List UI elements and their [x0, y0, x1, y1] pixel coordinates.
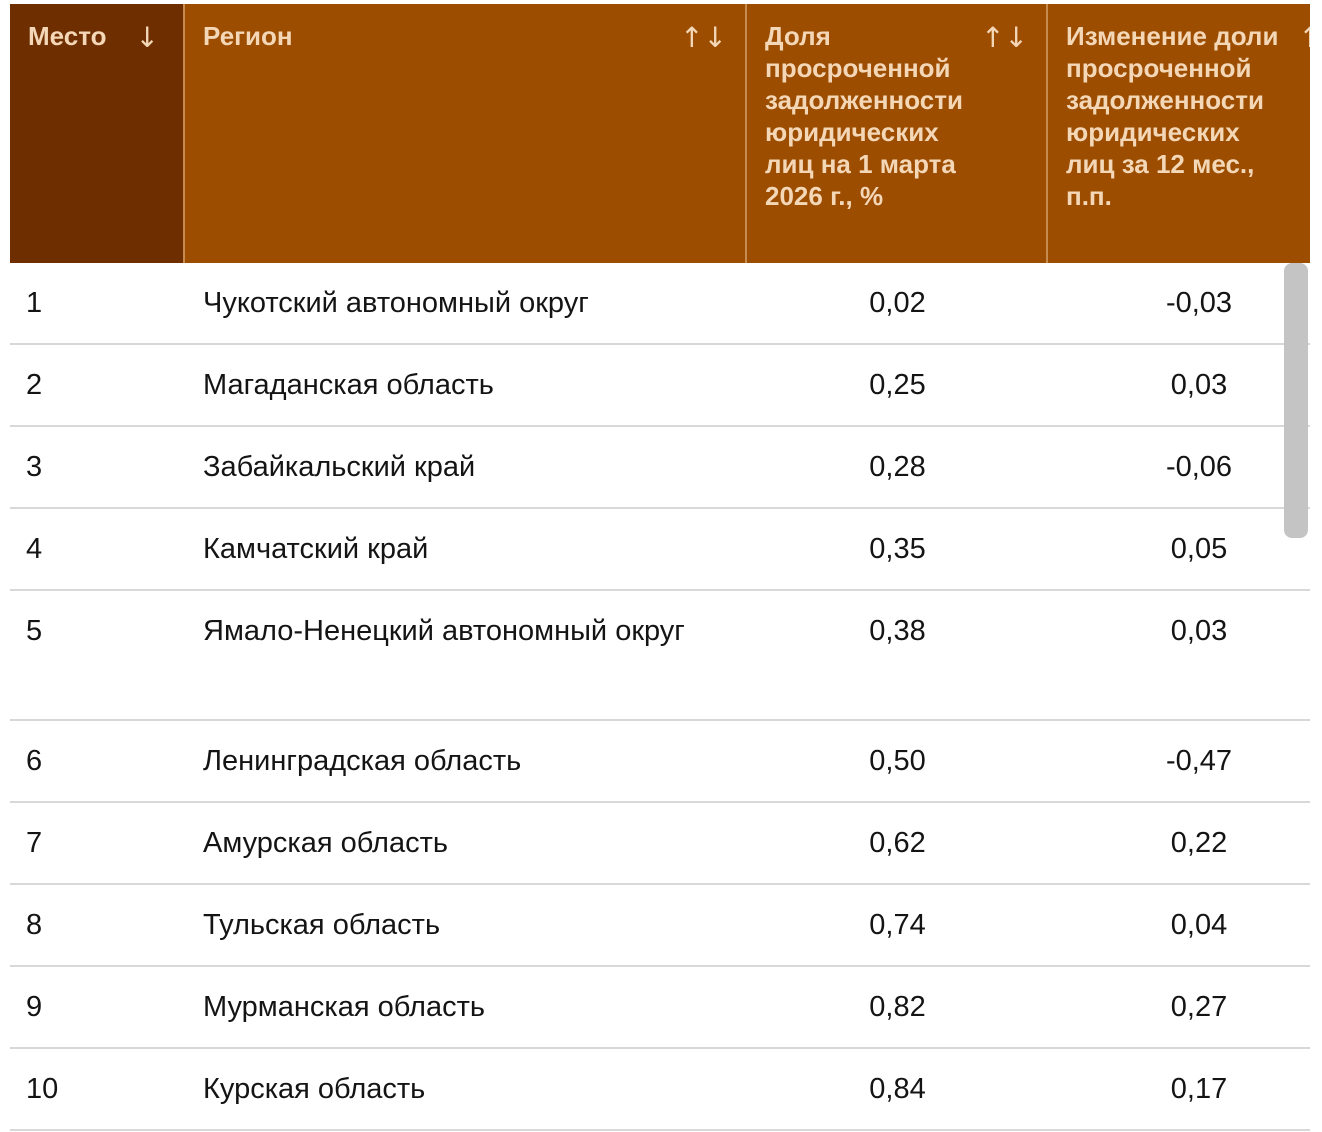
cell-region: Ленинградская область: [203, 745, 522, 777]
cell-region: Магаданская область: [203, 369, 494, 401]
cell-region: Амурская область: [203, 827, 448, 859]
column-header-change-label: Изменение доли просроченной задолженност…: [1066, 21, 1279, 211]
column-header-place[interactable]: Место ↓: [10, 4, 185, 263]
cell-share: 0,02: [869, 287, 926, 319]
cell-change: -0,06: [1165, 451, 1233, 483]
table-row: 5 Ямало-Ненецкий автономный округ 0,38 0…: [10, 591, 1310, 721]
cell-share: 0,25: [869, 369, 926, 401]
cell-region: Курская область: [203, 1073, 426, 1105]
cell-place: 1: [26, 287, 43, 319]
table-body: 1 Чукотский автономный округ 0,02 -0,03 …: [10, 263, 1310, 1131]
table-row: 4 Камчатский край 0,35 0,05: [10, 509, 1310, 591]
table-row: 2 Магаданская область 0,25 0,03: [10, 345, 1310, 427]
sort-arrows-icon[interactable]: ↑↓: [981, 21, 1028, 54]
table-row: 3 Забайкальский край 0,28 -0,06: [10, 427, 1310, 509]
column-header-place-label: Место: [28, 21, 107, 51]
column-header-region[interactable]: Регион ↑↓: [185, 4, 747, 263]
cell-region: Чукотский автономный округ: [203, 287, 589, 319]
cell-change: 0,03: [1170, 369, 1228, 401]
cell-region: Тульская область: [203, 909, 441, 941]
cell-place: 10: [26, 1073, 59, 1105]
table-row: 6 Ленинградская область 0,50 -0,47: [10, 721, 1310, 803]
cell-region: Мурманская область: [203, 991, 485, 1023]
sort-desc-icon[interactable]: ↓: [135, 21, 159, 54]
table-row: 8 Тульская область 0,74 0,04: [10, 885, 1310, 967]
column-header-share-label: Доля просроченной задолженности юридичес…: [765, 21, 963, 211]
cell-share: 0,50: [869, 745, 926, 777]
cell-place: 4: [26, 533, 43, 565]
cell-share: 0,62: [869, 827, 926, 859]
cell-region: Ямало-Ненецкий автономный округ: [203, 615, 685, 647]
cell-region: Камчатский край: [203, 533, 429, 565]
cell-share: 0,84: [869, 1073, 926, 1105]
ranking-table: Место ↓ Регион ↑↓ Доля просроченной задо…: [10, 4, 1310, 1132]
cell-share: 0,28: [869, 451, 926, 483]
sort-asc-icon[interactable]: ↑: [1299, 20, 1310, 56]
cell-change: -0,03: [1165, 287, 1233, 319]
scrollbar-thumb[interactable]: [1284, 263, 1308, 538]
cell-share: 0,74: [869, 909, 926, 941]
cell-change: 0,04: [1170, 909, 1228, 941]
cell-change: 0,03: [1170, 615, 1228, 647]
cell-place: 8: [26, 909, 43, 941]
cell-change: 0,05: [1170, 533, 1228, 565]
cell-share: 0,35: [869, 533, 926, 565]
table-row: 10 Курская область 0,84 0,17: [10, 1049, 1310, 1131]
cell-change: -0,47: [1165, 745, 1233, 777]
table-row: 7 Амурская область 0,62 0,22: [10, 803, 1310, 885]
cell-place: 3: [26, 451, 43, 483]
sort-arrows-icon[interactable]: ↑↓: [680, 21, 727, 54]
cell-place: 2: [26, 369, 43, 401]
column-header-share[interactable]: Доля просроченной задолженности юридичес…: [747, 4, 1048, 263]
table-header: Место ↓ Регион ↑↓ Доля просроченной задо…: [10, 4, 1310, 263]
cell-change: 0,22: [1170, 827, 1228, 859]
column-header-region-label: Регион: [203, 21, 293, 51]
cell-change: 0,17: [1170, 1073, 1228, 1105]
cell-share: 0,38: [869, 615, 926, 647]
cell-place: 6: [26, 745, 43, 777]
cell-region: Забайкальский край: [203, 451, 476, 483]
table-row: 1 Чукотский автономный округ 0,02 -0,03: [10, 263, 1310, 345]
cell-change: 0,27: [1170, 991, 1228, 1023]
table-row: 9 Мурманская область 0,82 0,27: [10, 967, 1310, 1049]
cell-share: 0,82: [869, 991, 926, 1023]
cell-place: 9: [26, 991, 43, 1023]
cell-place: 5: [26, 615, 43, 647]
column-header-change[interactable]: Изменение доли просроченной задолженност…: [1048, 4, 1310, 263]
cell-place: 7: [26, 827, 43, 859]
